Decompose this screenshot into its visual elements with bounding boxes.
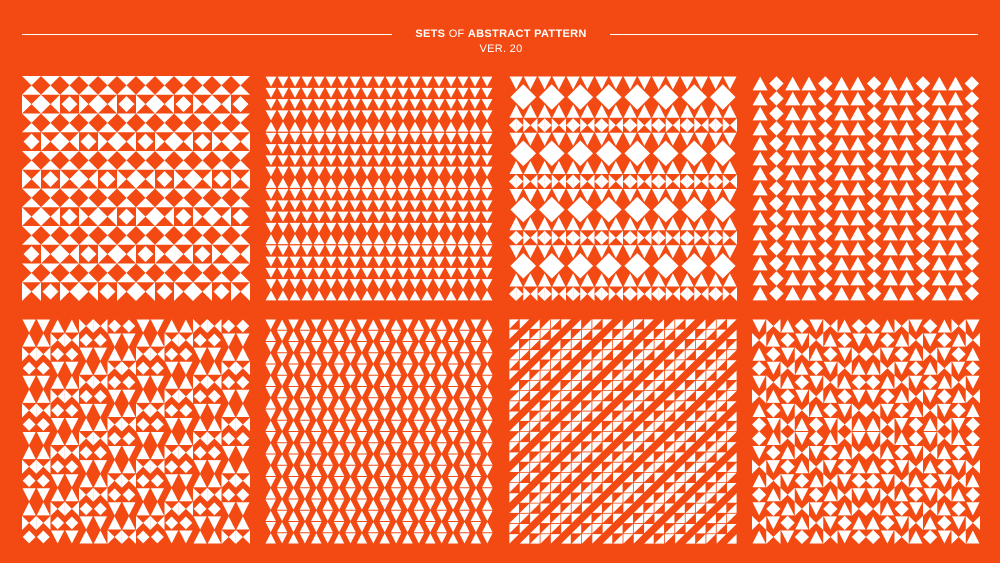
pattern-panel-3: [509, 76, 737, 301]
pattern-panel-4: [752, 76, 980, 301]
header-rule-left: [22, 34, 392, 35]
header-rule-right: [610, 34, 978, 35]
pattern-panel-6: [265, 319, 493, 544]
header-title: SETS OF ABSTRACT PATTERN: [392, 27, 610, 41]
title-of: OF: [448, 28, 468, 40]
pattern-panel-1: [22, 76, 250, 301]
pattern-panel-8: [752, 319, 980, 544]
title-abstract-pattern: ABSTRACT PATTERN: [467, 28, 587, 40]
pattern-panel-2: [265, 76, 493, 301]
pattern-6-graphic: [265, 319, 493, 544]
pattern-panel-5: [22, 319, 250, 544]
pattern-1-graphic: [22, 76, 250, 301]
pattern-3-graphic: [509, 76, 737, 301]
pattern-7-graphic: [509, 319, 737, 544]
pattern-4-graphic: [752, 76, 980, 301]
title-sets: SETS: [415, 28, 449, 40]
header-subtitle: VER. 20: [479, 43, 523, 55]
pattern-5-graphic: [22, 319, 250, 544]
pattern-panel-7: [509, 319, 737, 544]
pattern-8-graphic: [752, 319, 980, 544]
header-title-block: SETS OF ABSTRACT PATTERN VER. 20: [392, 27, 610, 56]
pattern-2-graphic: [265, 76, 493, 301]
